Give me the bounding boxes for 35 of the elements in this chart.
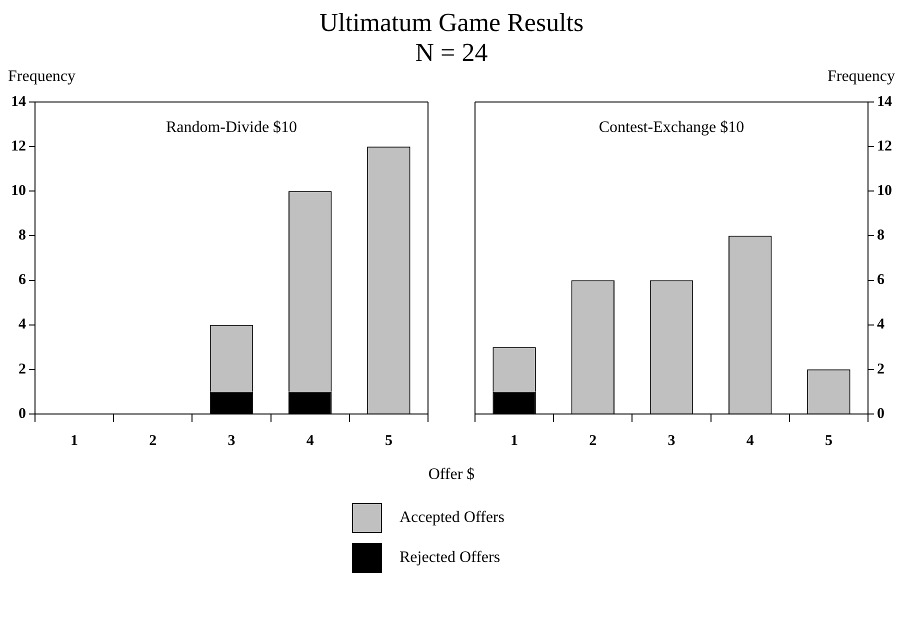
x-tick-label: 3 [228, 432, 236, 449]
annotation: Contest-Exchange $10 [598, 119, 744, 136]
y-tick-label: 12 [877, 138, 892, 154]
y-tick-label: 14 [877, 94, 892, 110]
annotation: Random-Divide $10 [166, 119, 298, 136]
x-tick-label: 2 [589, 432, 597, 449]
legend-label: Accepted Offers [400, 509, 504, 527]
x-tick-label: 1 [70, 432, 78, 449]
y-tick-label: 6 [877, 272, 885, 288]
x-tick-label: 5 [384, 432, 392, 449]
y-tick-label: 6 [18, 272, 26, 288]
x-tick-label: 2 [149, 432, 157, 449]
x-tick-label: 5 [824, 432, 832, 449]
x-tick-label: 4 [746, 432, 754, 449]
y-tick-label: 14 [11, 94, 26, 110]
y-tick-label: 0 [18, 406, 26, 422]
y-tick-label: 4 [18, 316, 26, 333]
legend-label: Rejected Offers [400, 549, 500, 567]
y-tick-label: 10 [877, 183, 892, 200]
x-tick-label: 4 [306, 432, 314, 449]
y-tick-label: 2 [18, 361, 26, 378]
chart-subtitle: N = 24 [414, 38, 489, 68]
chart-title: Ultimatum Game Results [318, 8, 585, 38]
y-tick-label: 10 [11, 183, 26, 200]
y-tick-label: 4 [877, 316, 885, 333]
x-tick-label: 3 [668, 432, 676, 449]
y-axis-title: Frequency [8, 68, 77, 87]
y-tick-label: 8 [18, 228, 26, 244]
y-tick-label: 0 [877, 406, 884, 422]
y-tick-label: 8 [877, 228, 884, 244]
y-tick-label: 2 [877, 361, 884, 378]
x-tick-label: 1 [510, 432, 518, 449]
y-tick-label: 12 [11, 138, 26, 154]
x-axis-title: Offer $ [427, 466, 476, 484]
y-axis-title: Frequency [826, 68, 895, 87]
